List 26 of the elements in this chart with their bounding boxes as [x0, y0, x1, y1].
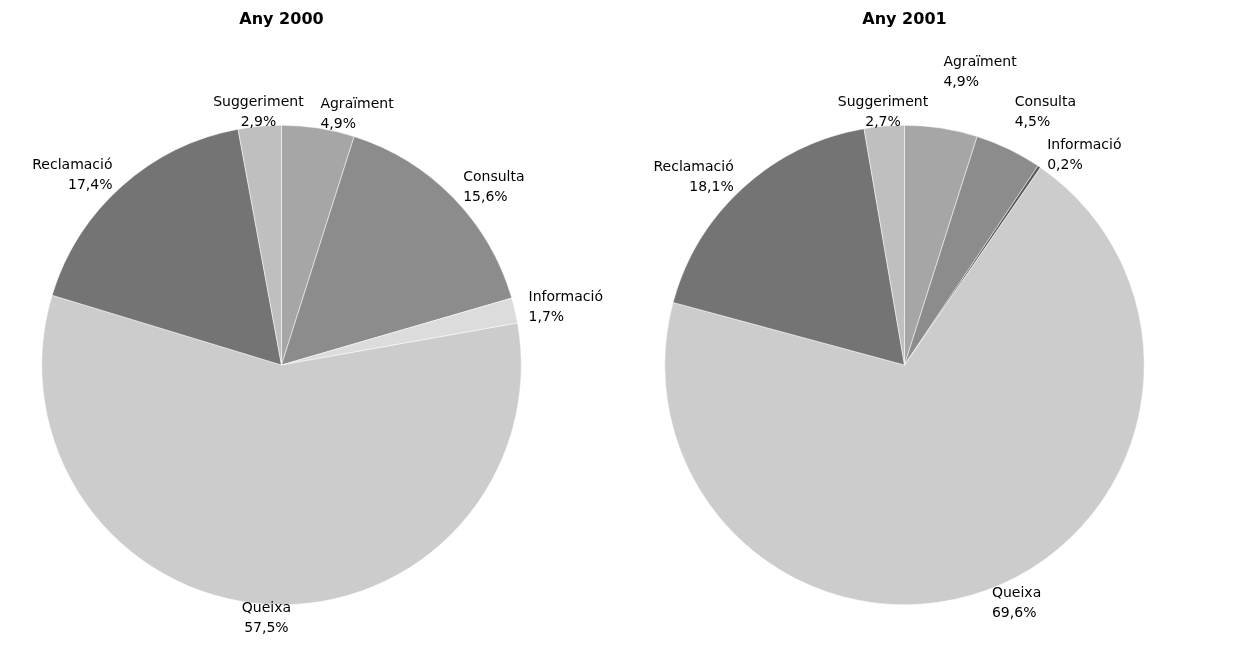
data-label: 4,9% [943, 72, 979, 89]
slice-label: Queixa [991, 583, 1042, 600]
chart-title: Any 2001 [862, 9, 947, 29]
data-label: 2,7% [865, 112, 901, 129]
data-label: 0,2% [1047, 155, 1083, 172]
data-label: 17,4% [68, 176, 113, 193]
data-label: 4,5% [1014, 113, 1051, 130]
slice-label: Queixa [241, 598, 291, 615]
slice-label: Suggeriment [837, 92, 929, 109]
data-label: 15,6% [463, 188, 508, 205]
data-label: 1,7% [528, 307, 565, 324]
data-label: 69,6% [991, 603, 1037, 620]
slice-label: Consulta [463, 168, 525, 185]
slice-label: Consulta [1014, 93, 1077, 110]
slice-label: Informació [528, 287, 603, 304]
data-label: 57,5% [244, 618, 289, 635]
slice-label: Reclamació [653, 157, 734, 174]
slice-label: Agraïment [320, 94, 395, 111]
data-label: 2,9% [240, 112, 277, 129]
slice-label: Informació [1047, 135, 1122, 152]
slice-label: Agraïment [943, 52, 1018, 69]
slice-label: Suggeriment [213, 92, 305, 109]
chart-title: Any 2000 [239, 9, 324, 29]
data-label: 18,1% [689, 177, 734, 194]
data-label: 4,9% [320, 114, 356, 131]
slice-label: Reclamació [32, 156, 113, 173]
